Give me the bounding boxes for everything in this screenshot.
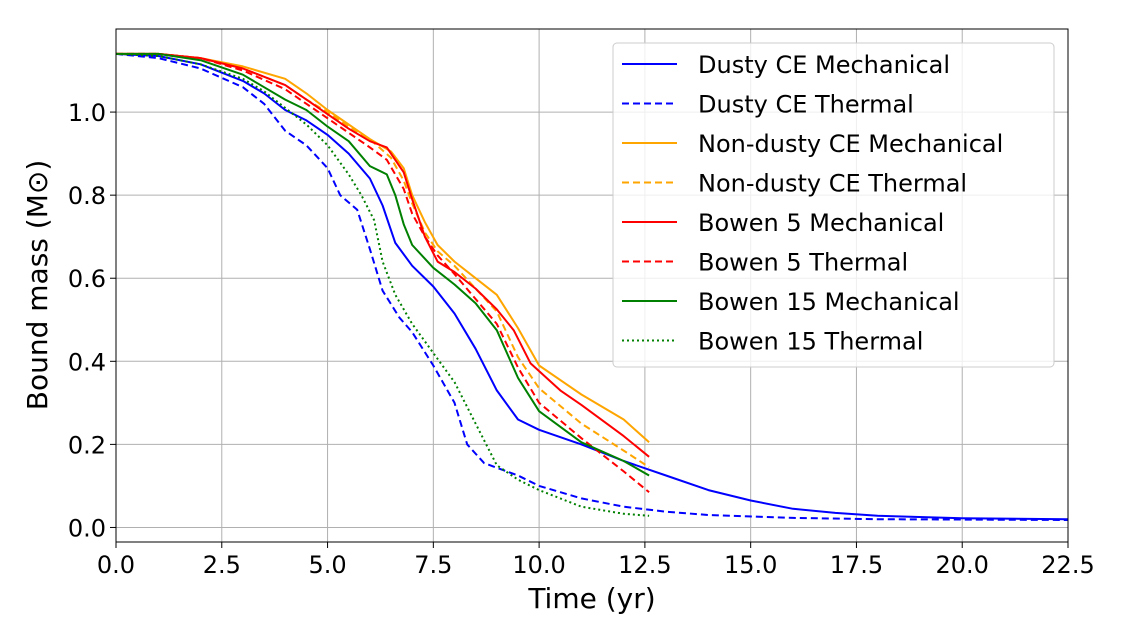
x-tick-label: 7.5 bbox=[414, 551, 452, 579]
x-axis-label: Time (yr) bbox=[527, 582, 655, 615]
series-line-bowen-15-thermal bbox=[115, 52, 650, 517]
x-tick-label: 0.0 bbox=[97, 551, 135, 579]
y-tick-label: 0.6 bbox=[68, 265, 106, 293]
x-tick-label: 15.0 bbox=[724, 551, 777, 579]
x-tick-label: 5.0 bbox=[308, 551, 346, 579]
x-tick-label: 22.5 bbox=[1041, 551, 1094, 579]
y-axis-ticks: 0.0 0.2 0.4 0.6 0.8 1.0 bbox=[68, 99, 116, 542]
x-tick-label: 20.0 bbox=[936, 551, 989, 579]
legend-label-non-dusty-ce-mechanical: Non-dusty CE Mechanical bbox=[698, 130, 1003, 158]
x-tick-label: 17.5 bbox=[830, 551, 883, 579]
series-line-non-dusty-ce-thermal bbox=[116, 52, 650, 469]
legend-label-dusty-ce-thermal: Dusty CE Thermal bbox=[698, 91, 914, 119]
legend-label-non-dusty-ce-thermal: Non-dusty CE Thermal bbox=[698, 170, 967, 198]
series-line-bowen-15-mechanical bbox=[116, 52, 650, 477]
legend: Dusty CE Mechanical Dusty CE Thermal Non-d… bbox=[612, 42, 1055, 368]
y-tick-label: 0.8 bbox=[68, 182, 106, 210]
legend-label-dusty-ce-mechanical: Dusty CE Mechanical bbox=[698, 51, 950, 79]
x-tick-label: 2.5 bbox=[203, 551, 241, 579]
series-line-dusty-ce-mechanical bbox=[115, 52, 1069, 521]
series-line-non-dusty-ce-mechanical bbox=[116, 52, 650, 444]
legend-label-bowen-5-thermal: Bowen 5 Thermal bbox=[698, 249, 908, 277]
plot-frame bbox=[115, 28, 1069, 543]
legend-label-bowen-15-thermal: Bowen 15 Thermal bbox=[698, 328, 923, 356]
y-tick-label: 0.4 bbox=[68, 348, 106, 376]
y-tick-label: 0.0 bbox=[68, 514, 106, 542]
series-line-bowen-5-mechanical bbox=[116, 52, 650, 458]
series-line-dusty-ce-thermal bbox=[115, 52, 1069, 521]
series-line-bowen-5-thermal bbox=[116, 52, 650, 493]
x-axis-ticks: 0.0 2.5 5.0 7.5 10.0 12.5 15.0 17.5 20.0 22.5 bbox=[97, 542, 1095, 579]
x-tick-label: 10.0 bbox=[512, 551, 565, 579]
y-tick-label: 1.0 bbox=[68, 99, 106, 127]
series-group bbox=[115, 52, 1069, 521]
y-axis-label: Bound mass (M⊙) bbox=[21, 160, 54, 410]
legend-box bbox=[612, 42, 1055, 368]
x-tick-label: 12.5 bbox=[618, 551, 671, 579]
legend-label-bowen-15-mechanical: Bowen 15 Mechanical bbox=[698, 288, 960, 316]
y-tick-label: 0.2 bbox=[68, 431, 106, 459]
legend-label-bowen-5-mechanical: Bowen 5 Mechanical bbox=[698, 209, 944, 237]
